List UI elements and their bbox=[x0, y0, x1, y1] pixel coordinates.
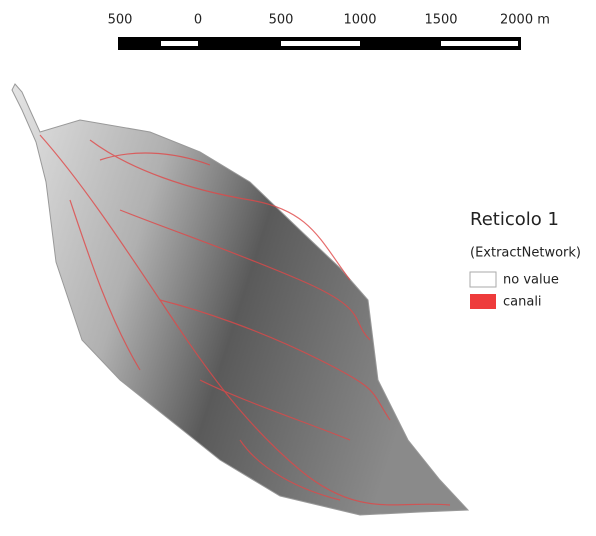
scale-label: 0 bbox=[194, 13, 202, 28]
scale-label: 1000 bbox=[343, 13, 376, 28]
legend-swatch bbox=[470, 272, 496, 287]
scale-label: 500 bbox=[269, 13, 294, 28]
scale-label: 500 bbox=[108, 13, 133, 28]
map: 500 0 500 1000 1500 2000 m Reticolo 1 (Extrac… bbox=[0, 0, 596, 536]
legend-title: Reticolo 1 bbox=[470, 209, 559, 230]
relief-area bbox=[12, 84, 468, 515]
legend-label: canali bbox=[503, 295, 542, 310]
legend-swatch bbox=[470, 294, 496, 309]
legend-label: no value bbox=[503, 273, 559, 288]
legend-subtitle: (ExtractNetwork) bbox=[470, 246, 581, 261]
scale-bar-segment bbox=[441, 41, 518, 46]
scale-label: 2000 m bbox=[500, 13, 550, 28]
scale-label: 1500 bbox=[424, 13, 457, 28]
scale-bar-segment bbox=[281, 41, 360, 46]
scale-bar: 500 0 500 1000 1500 2000 m bbox=[108, 13, 550, 51]
scale-bar-segment bbox=[161, 41, 198, 46]
page: {"scale_bar": {"labels": ["500", "0", "5… bbox=[0, 0, 596, 536]
legend: Reticolo 1 (ExtractNetwork) no value can… bbox=[470, 209, 581, 310]
basin bbox=[12, 84, 468, 515]
